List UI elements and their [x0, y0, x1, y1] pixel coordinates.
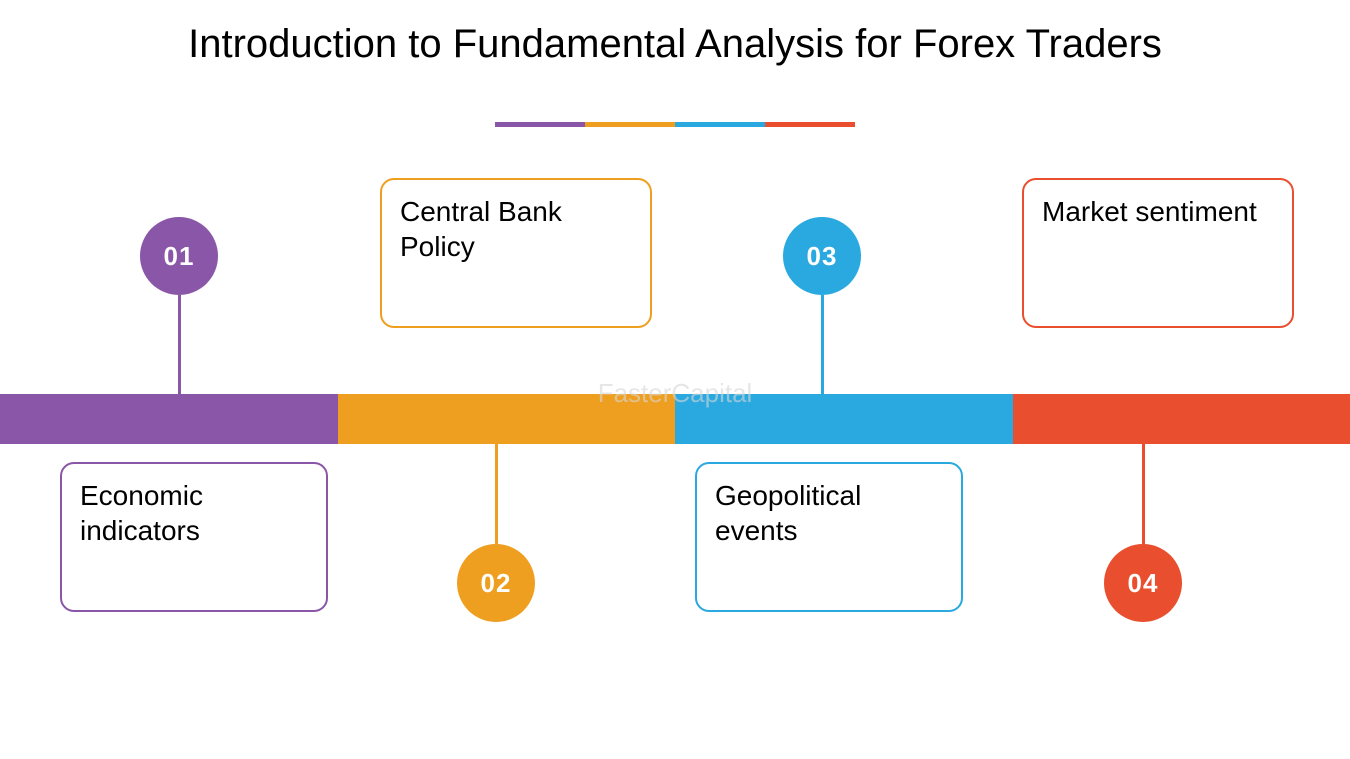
step-box-3: Geopolitical events [695, 462, 963, 612]
page-title: Introduction to Fundamental Analysis for… [0, 22, 1350, 67]
divider-seg-2 [585, 122, 675, 127]
connector-4 [1142, 444, 1145, 544]
step-label-2: Central Bank Policy [400, 196, 562, 262]
timeline-seg-3 [675, 394, 1013, 444]
timeline-seg-2 [338, 394, 676, 444]
connector-3 [821, 295, 824, 394]
step-num-4: 04 [1128, 568, 1159, 599]
step-circle-1: 01 [140, 217, 218, 295]
step-num-2: 02 [481, 568, 512, 599]
infographic-canvas: Introduction to Fundamental Analysis for… [0, 0, 1350, 759]
step-circle-2: 02 [457, 544, 535, 622]
divider-seg-3 [675, 122, 765, 127]
step-label-4: Market sentiment [1042, 196, 1257, 227]
step-box-1: Economic indicators [60, 462, 328, 612]
divider-seg-4 [765, 122, 855, 127]
step-num-1: 01 [164, 241, 195, 272]
timeline-seg-1 [0, 394, 338, 444]
connector-2 [495, 444, 498, 544]
connector-1 [178, 295, 181, 394]
divider [495, 122, 855, 127]
step-box-4: Market sentiment [1022, 178, 1294, 328]
step-num-3: 03 [807, 241, 838, 272]
divider-seg-1 [495, 122, 585, 127]
step-circle-4: 04 [1104, 544, 1182, 622]
step-label-3: Geopolitical events [715, 480, 861, 546]
step-box-2: Central Bank Policy [380, 178, 652, 328]
timeline-seg-4 [1013, 394, 1350, 444]
timeline-bar [0, 394, 1350, 444]
step-circle-3: 03 [783, 217, 861, 295]
step-label-1: Economic indicators [80, 480, 203, 546]
